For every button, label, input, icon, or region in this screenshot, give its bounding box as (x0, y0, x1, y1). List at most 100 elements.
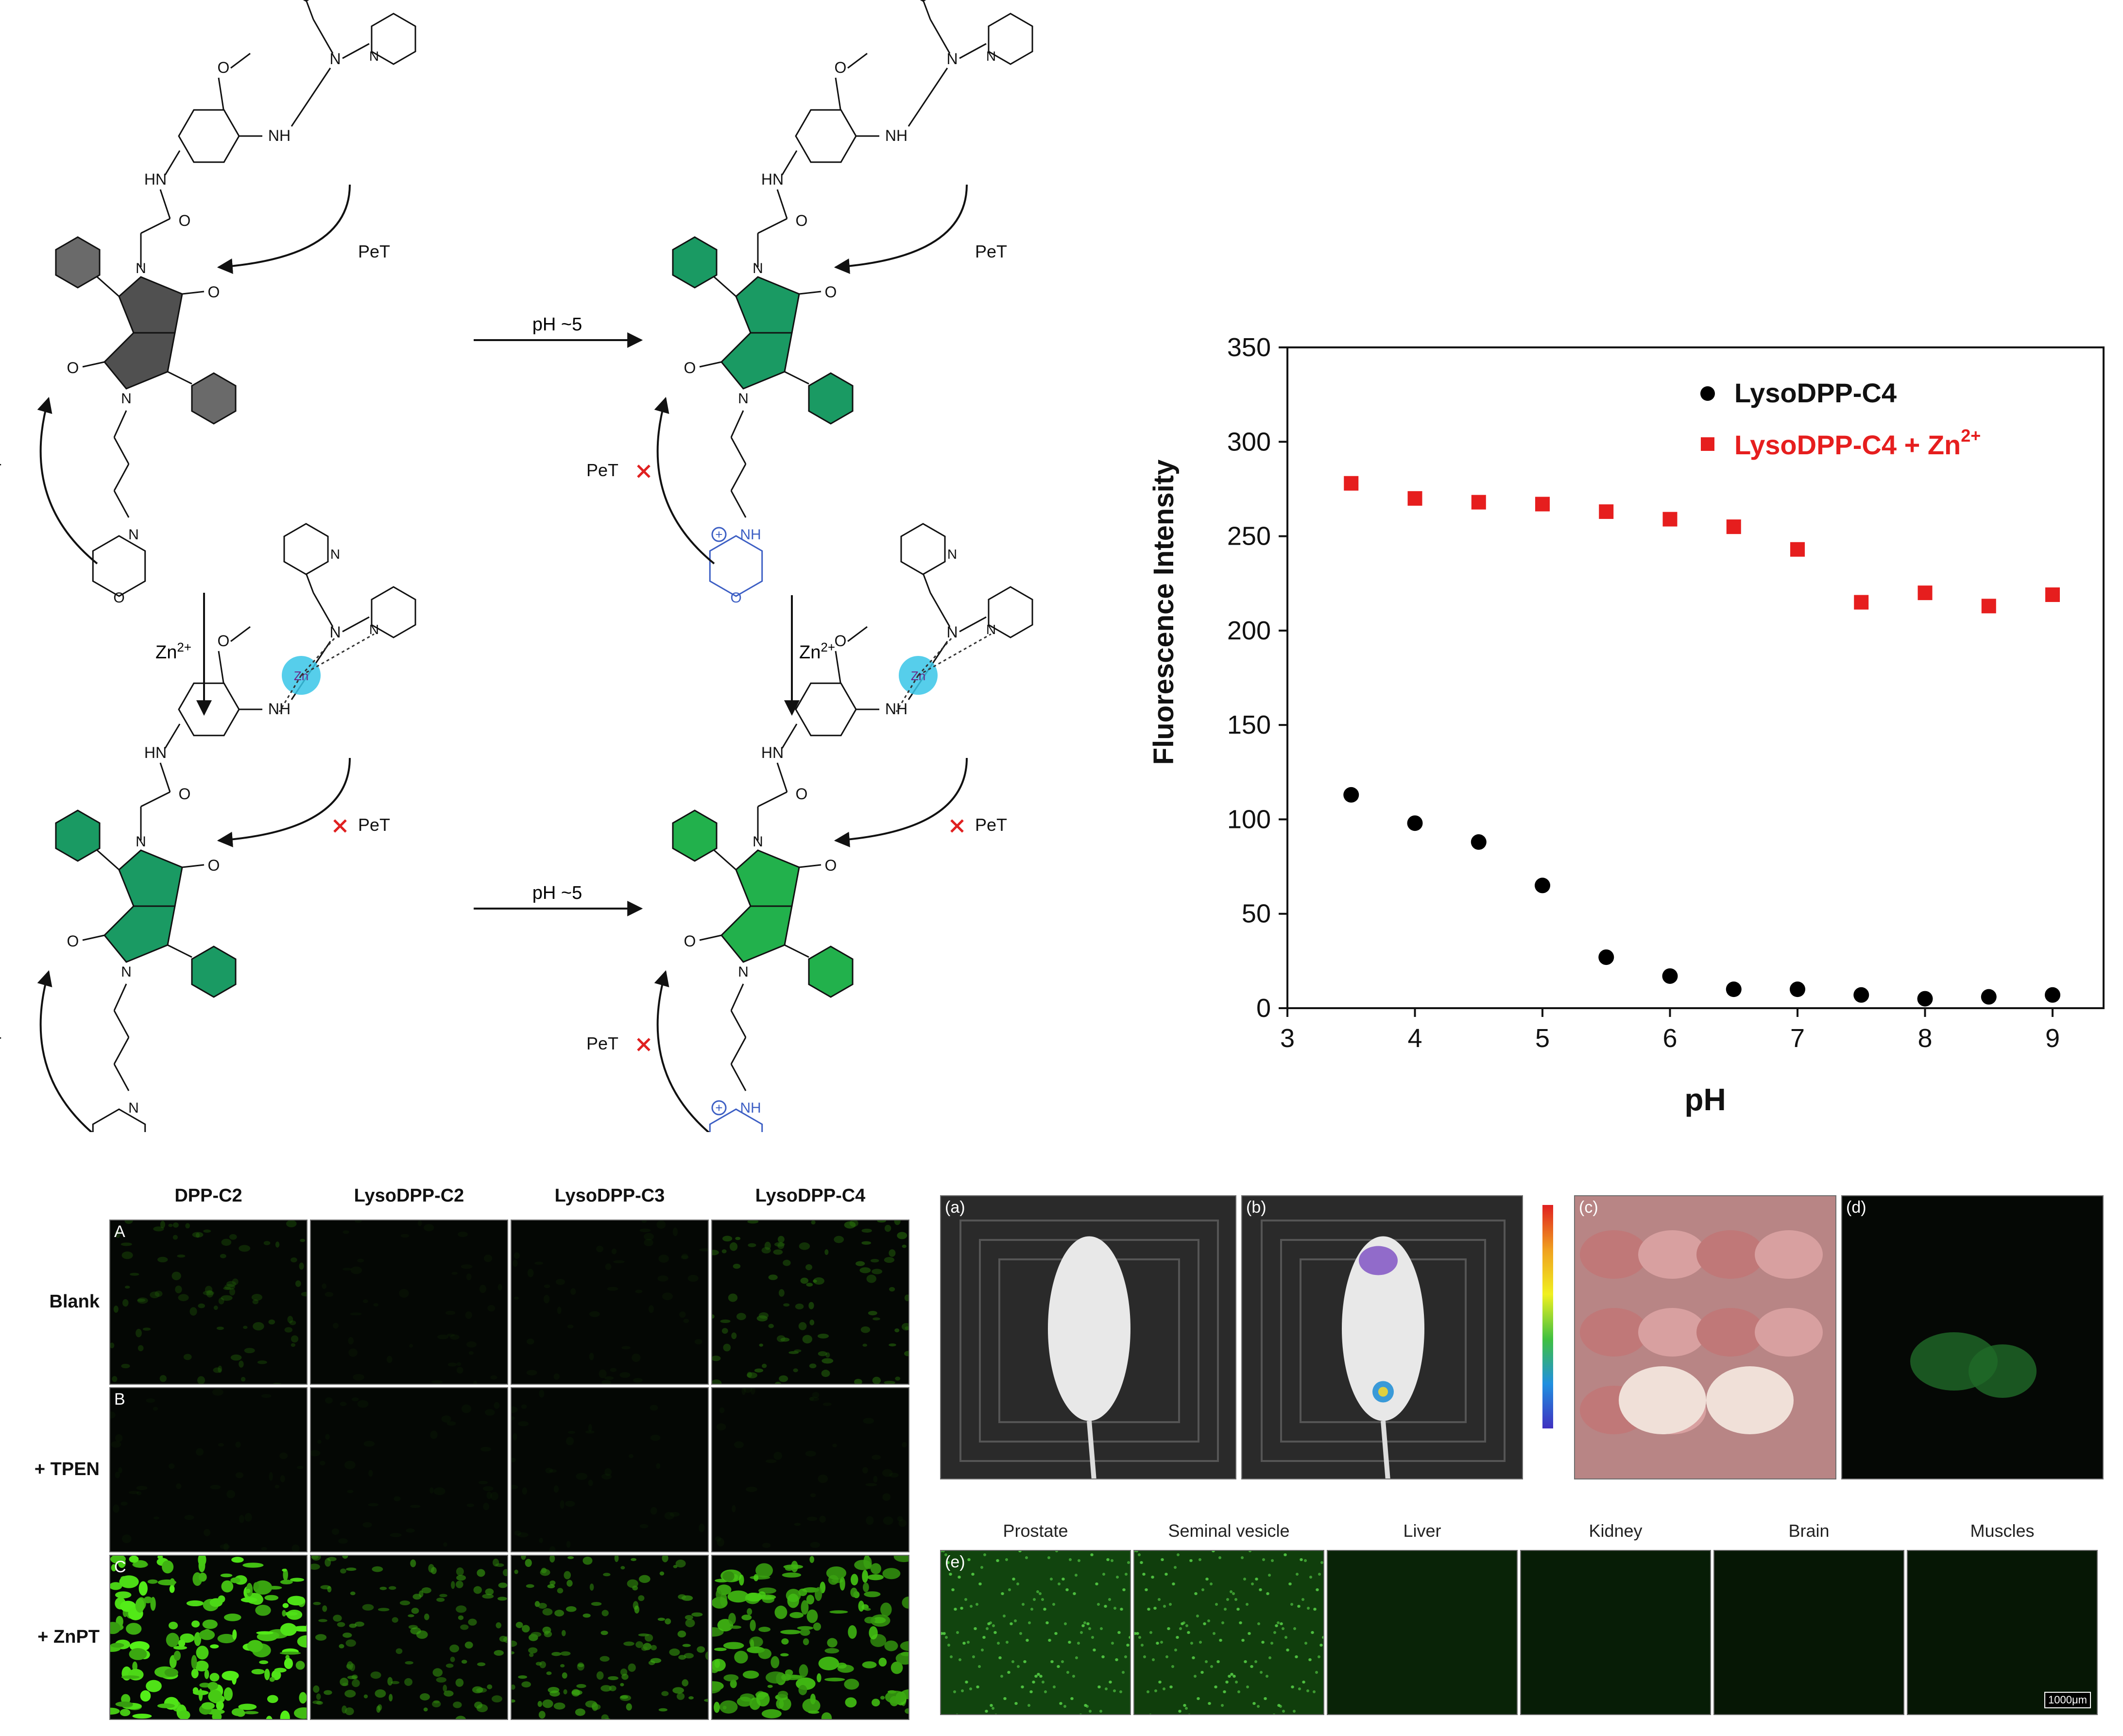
cell (591, 1602, 602, 1606)
cell (662, 1556, 668, 1563)
tissue-blob (1619, 1366, 1706, 1434)
tissue-speck (1318, 1655, 1320, 1658)
tissue-speck (1304, 1642, 1307, 1645)
cell (279, 1452, 288, 1459)
tissue-speck (1087, 1622, 1090, 1625)
cell (209, 1598, 223, 1607)
cell (750, 1575, 770, 1580)
cell (311, 1450, 321, 1457)
data-point-lysodpp-c4-zn (2045, 587, 2060, 602)
cell (221, 1295, 233, 1301)
cell (824, 1648, 839, 1654)
bond (835, 651, 841, 683)
cell (389, 1694, 393, 1702)
cell (817, 1333, 829, 1339)
cell (868, 1310, 877, 1316)
pet-label: PeT (975, 241, 1007, 261)
cell (113, 1306, 119, 1313)
cell (539, 1390, 545, 1398)
cell (512, 1699, 515, 1703)
cell (844, 1679, 859, 1690)
cell (600, 1631, 608, 1635)
tissue-speck (1115, 1658, 1118, 1661)
tissue-speck (1289, 1582, 1292, 1585)
cell (805, 1450, 816, 1457)
cell (527, 1338, 534, 1345)
cell (118, 1467, 122, 1474)
tissue-speck (1246, 1685, 1249, 1688)
cell (121, 1363, 130, 1369)
cell (821, 1370, 830, 1377)
cell (549, 1690, 560, 1697)
cell (730, 1679, 737, 1688)
tissue-speck (1322, 1636, 1323, 1639)
y-tick-label: 150 (1227, 710, 1271, 739)
bond (113, 410, 127, 438)
cell (527, 1269, 534, 1277)
cell (747, 1372, 757, 1378)
cell (204, 1529, 210, 1536)
tissue-speck (1218, 1556, 1221, 1559)
cell (191, 1620, 200, 1628)
cell (112, 1376, 118, 1382)
cell (759, 1343, 763, 1347)
cell (146, 1680, 162, 1692)
tissue-speck (1286, 1649, 1289, 1651)
tissue-speck (970, 1605, 973, 1608)
cell (264, 1668, 270, 1681)
bond (97, 276, 120, 297)
tissue-speck (1183, 1704, 1186, 1707)
cell (420, 1693, 430, 1701)
pyridine-ring (988, 13, 1033, 65)
cell (252, 1299, 259, 1305)
cell (223, 1287, 231, 1290)
y-tick-label: 0 (1256, 994, 1271, 1023)
cell (799, 1664, 808, 1678)
cell (357, 1400, 369, 1408)
tissue-speck (1096, 1582, 1098, 1585)
cell-fluorescence (110, 1389, 304, 1551)
cell (299, 1692, 307, 1704)
cell (232, 1278, 239, 1285)
cell (466, 1273, 472, 1281)
tissue-speck (1302, 1681, 1305, 1684)
tissue-speck (1226, 1598, 1229, 1601)
cell (839, 1577, 845, 1591)
cell (776, 1699, 784, 1709)
cell (239, 1515, 244, 1523)
cell (736, 1313, 746, 1321)
cell (456, 1362, 462, 1366)
tissue-speck (1066, 1588, 1069, 1591)
tissue-speck (947, 1561, 950, 1564)
tissue-speck (1290, 1603, 1293, 1606)
tissue-fluorescence (1328, 1551, 1518, 1715)
tissue-speck (1207, 1619, 1210, 1622)
tissue-speck (1111, 1642, 1114, 1645)
cell (809, 1396, 814, 1401)
column-header: LysoDPP-C4 (755, 1186, 866, 1206)
cell-fluorescence (311, 1556, 507, 1719)
data-point-lysodpp-c4 (1981, 989, 1997, 1005)
cell (560, 1500, 565, 1509)
data-point-lysodpp-c4 (1917, 991, 1933, 1007)
tissue-speck (1159, 1681, 1162, 1684)
bond (730, 490, 747, 518)
data-point-lysodpp-c4 (1662, 968, 1678, 984)
cell (780, 1337, 790, 1342)
cell (423, 1707, 428, 1712)
cell (538, 1711, 546, 1719)
tissue-speck (1185, 1707, 1188, 1710)
cell (494, 1650, 504, 1656)
tissue-speck (1260, 1671, 1263, 1674)
cell-fluorescence (715, 1388, 907, 1548)
cell (675, 1559, 686, 1568)
tissue-speck (1062, 1578, 1065, 1581)
cell (175, 1285, 182, 1293)
cell (862, 1569, 868, 1583)
bond (730, 1037, 747, 1065)
tissue-speck (1277, 1621, 1280, 1624)
cell (392, 1617, 398, 1623)
cell (150, 1291, 160, 1299)
cell (809, 1556, 815, 1563)
bond (342, 616, 370, 633)
